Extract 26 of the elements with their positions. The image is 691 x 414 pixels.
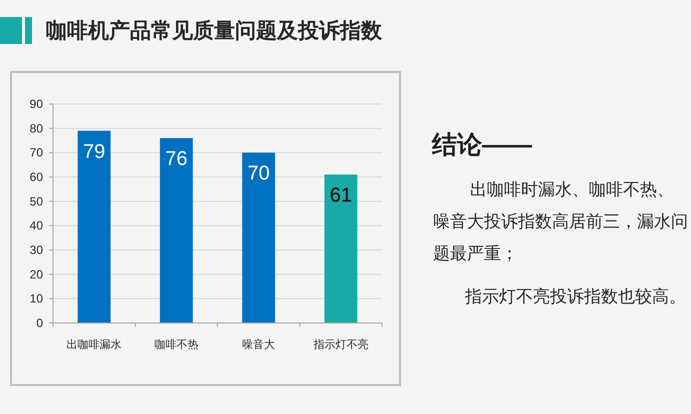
- text: 结论——: [432, 130, 532, 161]
- y-tick-label: 30: [30, 243, 44, 257]
- y-tick-label: 0: [36, 316, 44, 330]
- y-tick-label: 20: [30, 267, 44, 282]
- y-tick-label: 80: [30, 121, 44, 136]
- y-tick-label: 40: [30, 218, 44, 233]
- bar: [160, 138, 193, 323]
- chart-title: 咖啡机产品常见质量问题及投诉指数: [46, 18, 383, 42]
- x-tick-label: 指示灯不亮: [312, 338, 368, 351]
- x-tick-label: 噪音大: [242, 338, 276, 351]
- y-tick-label: 10: [30, 292, 44, 306]
- x-tick-label: 咖啡不热: [154, 338, 198, 351]
- y-tick-label: 70: [30, 146, 44, 160]
- text: 出咖啡时漏水、咖啡不热、噪音大投诉指数高居前三，漏水问题最严重；: [433, 179, 689, 265]
- x-tick-label: 出咖啡漏水: [66, 338, 122, 351]
- bar: [78, 130, 111, 323]
- text: 指示灯不亮投诉指数也较高。: [464, 286, 687, 308]
- data-label: 61: [330, 184, 352, 207]
- y-tick-label: 90: [30, 97, 44, 111]
- y-tick-label: 50: [30, 194, 44, 208]
- data-label: 79: [83, 140, 106, 163]
- data-label: 76: [165, 148, 188, 170]
- data-label: 70: [248, 162, 270, 185]
- bar: [242, 152, 276, 323]
- bar: [324, 174, 358, 323]
- y-tick-label: 60: [30, 170, 44, 184]
